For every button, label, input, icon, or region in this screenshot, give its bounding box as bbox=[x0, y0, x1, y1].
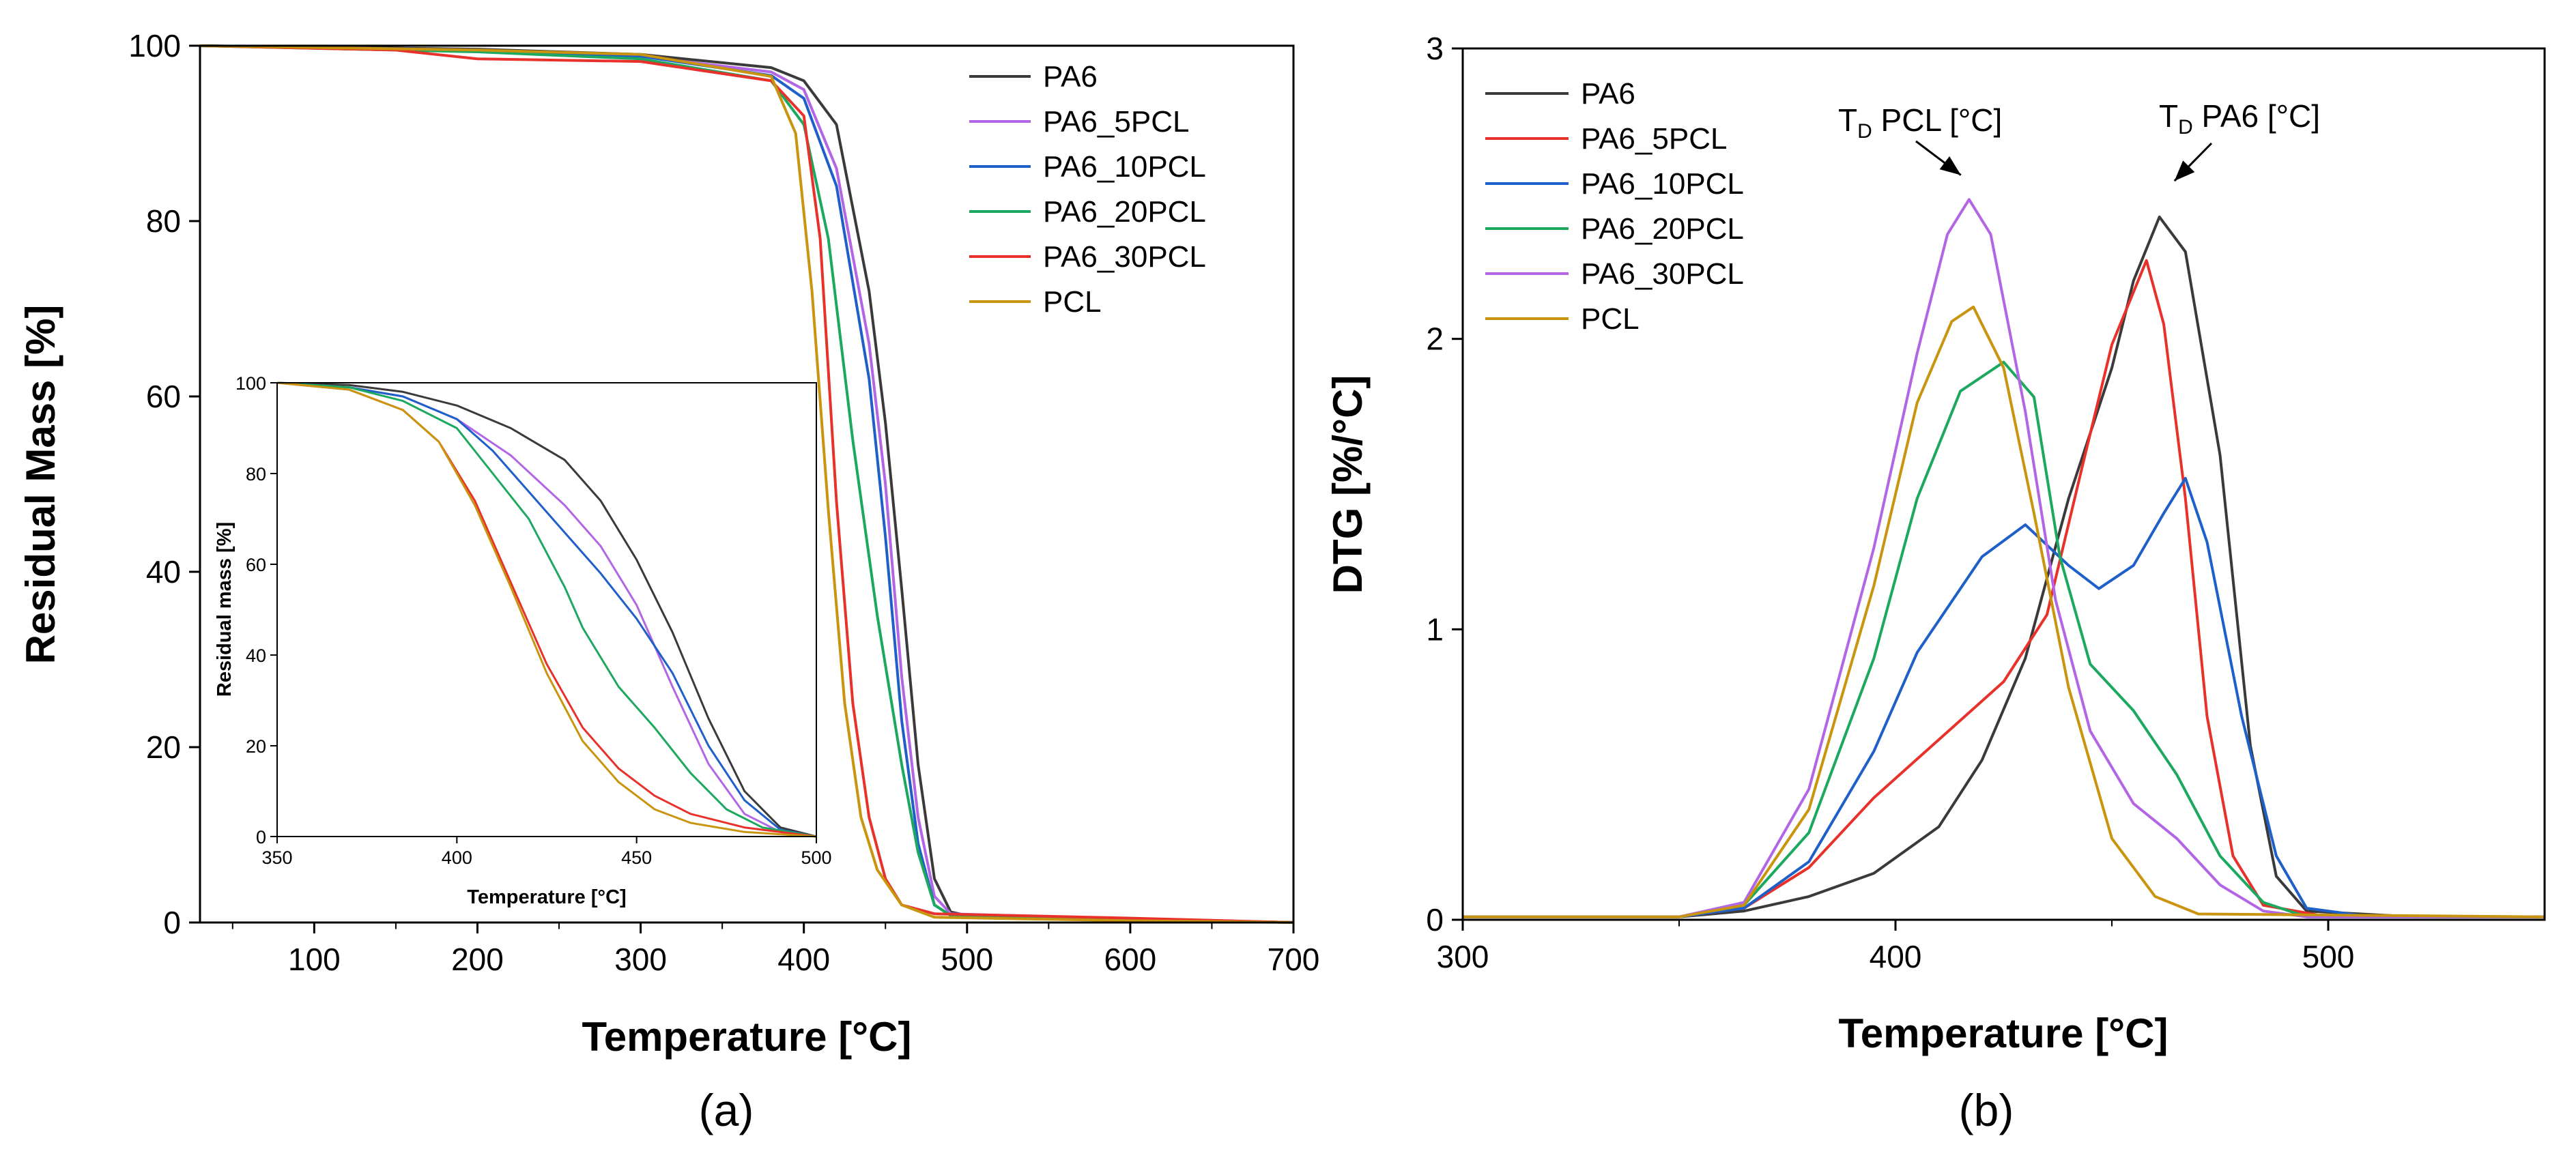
b-ytick-label: 0 bbox=[1426, 902, 1444, 938]
a-xtick-label: 600 bbox=[1104, 942, 1157, 977]
a-plot-frame bbox=[199, 44, 1295, 924]
a-ylabel: Residual Mass [%] bbox=[18, 305, 63, 665]
inset-xtick-label: 450 bbox=[621, 847, 652, 868]
a-xtick-label: 200 bbox=[451, 942, 504, 977]
b-annotation-label: TD PCL [°C] bbox=[1838, 102, 2002, 143]
a-legend-label: PCL bbox=[1043, 285, 1102, 319]
a-ytick-label: 80 bbox=[146, 203, 181, 239]
a-xtick-label: 300 bbox=[614, 942, 667, 977]
a-legend-label: PA6_10PCL bbox=[1043, 150, 1206, 184]
a-series-line bbox=[199, 44, 1294, 924]
b-xlabel: Temperature [°C] bbox=[1839, 1011, 2169, 1056]
a-ytick-label: 40 bbox=[146, 554, 181, 590]
inset-series-line bbox=[276, 381, 817, 838]
inset-series-line bbox=[276, 381, 817, 838]
b-legend-label: PA6_5PCL bbox=[1581, 122, 1727, 156]
b-ytick-label: 2 bbox=[1426, 321, 1444, 357]
b-annotations: TD PCL [°C] TD PA6 [°C] bbox=[1838, 98, 2320, 182]
inset-series-group bbox=[276, 381, 817, 838]
inset-xtick-label: 350 bbox=[261, 847, 292, 868]
b-legend-label: PA6 bbox=[1581, 77, 1635, 111]
a-xtick-label: 100 bbox=[288, 942, 341, 977]
b-annotation-label: TD PA6 [°C] bbox=[2159, 98, 2320, 139]
b-series-line bbox=[1463, 198, 2545, 918]
b-series-line bbox=[1463, 477, 2545, 918]
inset-xtick-label: 400 bbox=[442, 847, 472, 868]
b-legend-label: PA6_30PCL bbox=[1581, 257, 1744, 291]
inset-series-line bbox=[276, 381, 817, 838]
inset-ytick-label: 80 bbox=[246, 464, 266, 484]
a-ytick-label: 0 bbox=[163, 905, 181, 940]
a-inset-frame bbox=[276, 382, 817, 837]
a-legend: PA6 PA6_5PCL PA6_10PCL PA6_20PCL PA6_30PCL PC… bbox=[969, 60, 1206, 319]
b-xtick-label: 500 bbox=[2302, 939, 2355, 974]
a-ytick-label: 60 bbox=[146, 379, 181, 414]
a-legend-label: PA6_20PCL bbox=[1043, 195, 1206, 229]
b-legend-label: PA6_10PCL bbox=[1581, 167, 1744, 201]
b-series-line bbox=[1463, 259, 2545, 918]
inset-ytick-label: 40 bbox=[246, 645, 266, 666]
b-axes: 300 400 500 0 1 2 3 bbox=[1426, 31, 2354, 974]
b-ytick-label: 3 bbox=[1426, 31, 1444, 66]
b-legend-label: PCL bbox=[1581, 302, 1640, 336]
b-plot-frame bbox=[1461, 47, 2546, 921]
b-annotation-arrowhead bbox=[2174, 160, 2195, 181]
a-inset: 350 400 450 500 0 20 40 60 80 100 Residual mass [… bbox=[214, 373, 832, 908]
inset-axes: 350 400 450 500 0 20 40 60 80 100 bbox=[235, 373, 832, 868]
b-legend: PA6 PA6_5PCL PA6_10PCL PA6_20PCL PA6_30PCL PC… bbox=[1485, 77, 1744, 336]
b-panel-label: (b) bbox=[1959, 1085, 2014, 1135]
inset-series-line bbox=[276, 381, 817, 838]
inset-ytick-label: 0 bbox=[256, 827, 266, 847]
a-xtick-label: 400 bbox=[777, 942, 830, 977]
a-legend-label: PA6_30PCL bbox=[1043, 240, 1206, 274]
inset-xtick-label: 500 bbox=[801, 847, 831, 868]
b-series-line bbox=[1463, 305, 2545, 918]
a-inset-xlabel: Temperature [°C] bbox=[467, 886, 626, 908]
b-legend-label: PA6_20PCL bbox=[1581, 212, 1744, 246]
panel-b: 300 400 500 0 1 2 3 DTG [%/°C] Temperature [°C… bbox=[1325, 31, 2546, 1135]
inset-ytick-label: 20 bbox=[246, 736, 266, 757]
a-xtick-label: 500 bbox=[941, 942, 993, 977]
a-xtick-label: 700 bbox=[1268, 942, 1320, 977]
a-xlabel: Temperature [°C] bbox=[582, 1014, 912, 1060]
a-ytick-label: 100 bbox=[128, 28, 181, 63]
b-annotation-arrowhead bbox=[1939, 156, 1961, 175]
a-panel-label: (a) bbox=[699, 1085, 754, 1135]
a-series-line bbox=[199, 44, 1294, 924]
a-inset-ylabel: Residual mass [%] bbox=[214, 522, 235, 697]
b-xtick-label: 300 bbox=[1437, 939, 1489, 974]
b-series-line bbox=[1463, 360, 2545, 918]
b-xtick-label: 400 bbox=[1870, 939, 1922, 974]
b-ylabel: DTG [%/°C] bbox=[1325, 375, 1371, 594]
b-series-group bbox=[1463, 198, 2545, 918]
a-ytick-label: 20 bbox=[146, 729, 181, 765]
inset-ytick-label: 100 bbox=[235, 373, 266, 394]
b-ytick-label: 1 bbox=[1426, 611, 1444, 647]
a-legend-label: PA6_5PCL bbox=[1043, 105, 1189, 139]
b-series-line bbox=[1463, 215, 2545, 918]
a-series-group bbox=[199, 44, 1294, 924]
a-legend-label: PA6 bbox=[1043, 60, 1098, 93]
a-inset-background bbox=[277, 383, 816, 837]
inset-ytick-label: 60 bbox=[246, 555, 266, 575]
